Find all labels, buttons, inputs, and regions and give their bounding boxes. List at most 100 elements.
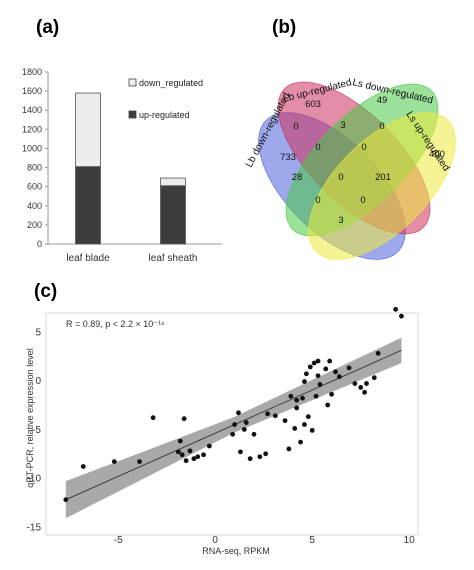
confidence-band-area [65, 337, 402, 519]
scatter-point [195, 454, 201, 460]
scatter-point [346, 365, 352, 371]
venn-region-count: 733 [280, 152, 296, 163]
scatter-point [302, 379, 307, 384]
y-tick-label: 0 [35, 376, 41, 387]
bar-segment-down_regulated [75, 92, 101, 167]
x-tick-label: 0 [212, 535, 218, 546]
y-tick-label: -15 [27, 523, 42, 534]
scatter-point [307, 364, 313, 370]
scatter-point [315, 358, 321, 364]
scatter-point [298, 439, 303, 445]
scatter-plot: -5 0 5 10 -15 -10 -5 0 5 R = 0.89, p < 2.2 × 10⁻… [25, 306, 419, 556]
scatter-point [111, 459, 117, 465]
venn-ellipses [258, 81, 456, 260]
venn-region-count: 3 [338, 215, 343, 226]
venn-region-count: 0 [293, 121, 298, 132]
scatter-point [336, 374, 342, 380]
venn-region-count: 603 [305, 99, 321, 110]
legend-swatch [128, 78, 137, 87]
scatter-point [137, 459, 142, 465]
y-tick-label: 800 [27, 163, 42, 173]
scatter-point [232, 422, 238, 427]
venn-region-count: 0 [360, 195, 365, 206]
scatter-point [150, 415, 156, 421]
scatter-point [303, 371, 309, 377]
panel-label-b: (b) [272, 17, 296, 38]
y-tick-label: -10 [27, 474, 42, 485]
scatter-point [80, 464, 86, 469]
y-tick-label: 400 [27, 201, 42, 211]
scatter-point [236, 410, 241, 416]
scatter-point [311, 360, 317, 366]
scatter-point [393, 306, 399, 312]
y-axis-label: qRT-PCR, relative expression level [25, 348, 35, 487]
scatter-point [251, 431, 257, 437]
scatter-point [329, 391, 334, 397]
x-axis-label: RNA-seq, RPKM [202, 546, 270, 556]
y-tick-label: 200 [27, 220, 42, 230]
scatter-point [315, 373, 321, 379]
scatter-point [247, 456, 253, 462]
scatter-point [294, 397, 300, 403]
x-category-label: leaf blade [66, 253, 110, 264]
venn-region-count: 400 [429, 149, 445, 160]
scatter-point [206, 443, 212, 449]
scatter-point [187, 448, 193, 454]
y-tick-label: 600 [27, 182, 42, 192]
scatter-axes: -5 0 5 10 -15 -10 -5 0 5 [27, 327, 416, 546]
scatter-point [286, 446, 292, 452]
scatter-point [238, 449, 243, 455]
y-tick-label: 1000 [22, 143, 42, 153]
x-tick-label: 5 [309, 535, 315, 546]
venn-region-count: 0 [315, 142, 320, 153]
venn-set-ellipse [308, 112, 456, 260]
venn-region-count: 3 [340, 120, 345, 131]
scatter-point [294, 405, 300, 411]
venn-region-count: 49 [377, 95, 388, 106]
scatter-point [243, 420, 249, 425]
scatter-point [375, 350, 381, 356]
panel-label-a: (a) [36, 17, 59, 38]
scatter-point [325, 402, 331, 408]
scatter-point [327, 358, 333, 364]
scatter-point [288, 393, 294, 399]
bar-segment-up-regulated [75, 166, 101, 245]
bar-segment-down_regulated [160, 177, 186, 187]
scatter-point [292, 426, 298, 431]
venn-region-count: 0 [338, 172, 343, 183]
venn-region-count: 0 [361, 142, 366, 153]
scatter-point [241, 427, 247, 432]
scatter-point [317, 382, 323, 387]
scatter-point [358, 385, 364, 390]
scatter-point [257, 454, 263, 460]
y-tick-label: 1400 [22, 105, 42, 115]
scatter-point [364, 381, 369, 386]
scatter-point [323, 366, 329, 372]
stacked-bar-chart: 0 200 400 600 800 1000 1200 1400 1600 1800 leaf bl… [22, 67, 222, 264]
scatter-point [282, 418, 288, 424]
legend-swatch [128, 110, 137, 119]
scatter-point [352, 381, 358, 386]
x-category-label: leaf sheath [149, 253, 198, 264]
scatter-point [175, 449, 181, 455]
scatter-point [309, 427, 315, 433]
scatter-point [399, 313, 404, 319]
legend-label: up-regulated [139, 110, 190, 120]
venn-region-count: 201 [375, 172, 391, 183]
scatter-point [305, 414, 311, 420]
scatter-point [177, 438, 183, 444]
y-tick-label: -5 [32, 425, 41, 436]
venn-region-count: 0 [379, 121, 384, 132]
scatter-point [300, 395, 305, 401]
scatter-point [333, 369, 338, 375]
legend-label: down_regulated [139, 78, 203, 88]
scatter-point [265, 411, 270, 417]
bar-chart-legend: down_regulated up-regulated [128, 78, 203, 120]
scatter-plot-frame [45, 312, 419, 536]
bar-chart-bars [75, 92, 186, 245]
venn-region-count: 28 [292, 172, 303, 183]
scatter-point [179, 452, 185, 458]
scatter-point [263, 451, 269, 457]
